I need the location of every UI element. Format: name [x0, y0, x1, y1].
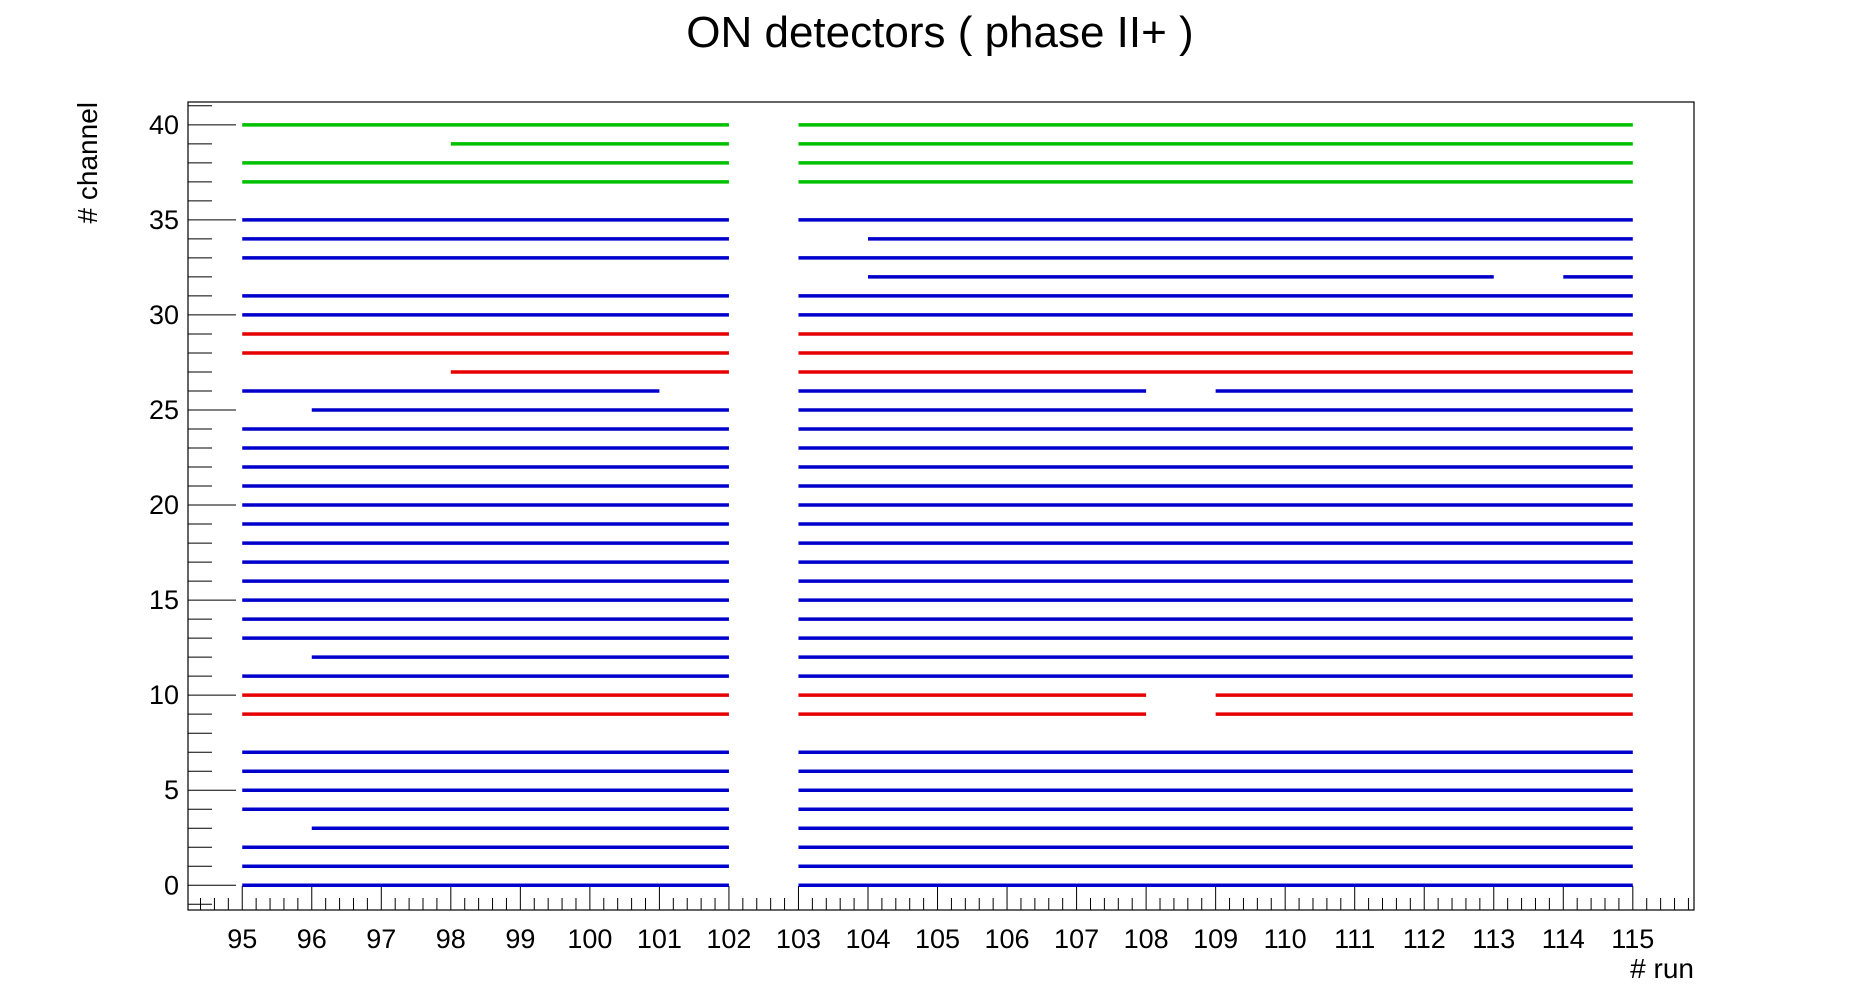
x-tick-label: 109 — [1193, 924, 1238, 954]
x-tick-label: 105 — [915, 924, 960, 954]
x-tick-label: 112 — [1403, 924, 1446, 954]
y-tick-label: 15 — [149, 585, 179, 615]
x-tick-label: 113 — [1472, 924, 1515, 954]
y-tick-label: 35 — [149, 205, 179, 235]
x-tick-label: 107 — [1054, 924, 1099, 954]
x-tick-label: 110 — [1264, 924, 1307, 954]
x-axis-label: # run — [1630, 953, 1694, 984]
x-tick-label: 95 — [227, 924, 257, 954]
x-tick-label: 115 — [1611, 924, 1654, 954]
y-tick-label: 10 — [149, 680, 179, 710]
y-tick-label: 0 — [164, 870, 179, 900]
x-tick-label: 114 — [1542, 924, 1585, 954]
x-tick-label: 100 — [567, 924, 612, 954]
y-axis-label: # channel — [72, 102, 103, 223]
x-axis: 95 96 97 98 99 100 101 102 103 104 105 106 107 108 109… — [200, 886, 1689, 954]
x-tick-label: 104 — [845, 924, 890, 954]
x-tick-label: 97 — [366, 924, 396, 954]
channel-segments — [242, 123, 1633, 888]
y-tick-label: 40 — [149, 110, 179, 140]
x-tick-label: 102 — [706, 924, 751, 954]
chart-title: ON detectors ( phase II+ ) — [686, 8, 1193, 57]
y-axis: 0 5 10 15 20 25 30 35 40 — [149, 105, 236, 905]
y-tick-label: 30 — [149, 300, 179, 330]
y-tick-label: 20 — [149, 490, 179, 520]
plot-frame — [187, 101, 1695, 911]
x-tick-label: 103 — [776, 924, 821, 954]
x-tick-label: 108 — [1124, 924, 1169, 954]
x-tick-label: 99 — [505, 924, 535, 954]
x-tick-label: 101 — [637, 924, 682, 954]
y-tick-label: 25 — [149, 395, 179, 425]
x-tick-label: 96 — [297, 924, 327, 954]
y-tick-label: 5 — [164, 775, 179, 805]
x-tick-label: 98 — [436, 924, 466, 954]
x-tick-label: 111 — [1334, 924, 1375, 954]
x-tick-label: 106 — [985, 924, 1030, 954]
